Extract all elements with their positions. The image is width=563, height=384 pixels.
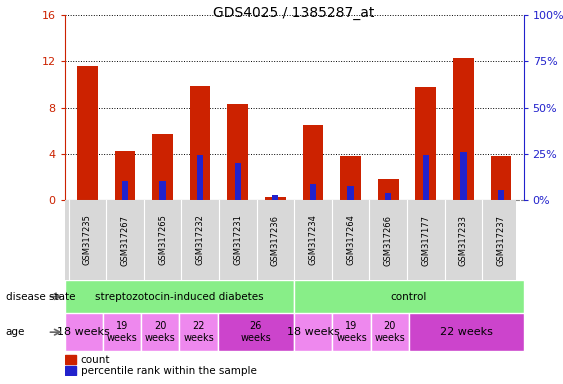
Bar xyxy=(423,156,429,200)
Bar xyxy=(294,313,332,351)
Text: GSM317235: GSM317235 xyxy=(83,215,92,265)
Bar xyxy=(190,86,211,200)
Bar xyxy=(235,163,241,200)
Text: GSM317233: GSM317233 xyxy=(459,215,468,265)
Bar xyxy=(340,156,361,200)
Bar xyxy=(332,313,370,351)
Bar xyxy=(115,151,135,200)
Text: count: count xyxy=(81,355,110,365)
Text: age: age xyxy=(6,327,25,337)
Text: GSM317264: GSM317264 xyxy=(346,215,355,265)
Bar xyxy=(227,104,248,200)
Bar xyxy=(152,134,173,200)
Bar xyxy=(461,152,467,200)
Bar xyxy=(385,193,391,200)
Text: disease state: disease state xyxy=(6,291,75,302)
Bar xyxy=(159,181,166,200)
Bar xyxy=(310,184,316,200)
Text: 20
weeks: 20 weeks xyxy=(145,321,176,343)
Text: GSM317267: GSM317267 xyxy=(120,215,129,265)
Bar xyxy=(370,313,409,351)
Text: 18 weeks: 18 weeks xyxy=(287,327,339,337)
Text: GSM317231: GSM317231 xyxy=(233,215,242,265)
Text: GSM317236: GSM317236 xyxy=(271,215,280,265)
Bar xyxy=(218,313,294,351)
Bar xyxy=(409,313,524,351)
Text: 19
weeks: 19 weeks xyxy=(336,321,367,343)
Text: GSM317266: GSM317266 xyxy=(384,215,393,265)
Text: 19
weeks: 19 weeks xyxy=(107,321,137,343)
Bar xyxy=(197,156,203,200)
Text: GSM317265: GSM317265 xyxy=(158,215,167,265)
Text: GSM317232: GSM317232 xyxy=(195,215,204,265)
Text: control: control xyxy=(391,291,427,302)
Text: 22
weeks: 22 weeks xyxy=(183,321,214,343)
Bar xyxy=(180,313,218,351)
Text: GSM317177: GSM317177 xyxy=(421,215,430,265)
Text: 18 weeks: 18 weeks xyxy=(57,327,110,337)
Bar xyxy=(265,197,285,200)
Text: GSM317237: GSM317237 xyxy=(497,215,506,265)
Bar xyxy=(272,195,279,200)
Text: GDS4025 / 1385287_at: GDS4025 / 1385287_at xyxy=(213,6,375,20)
Bar xyxy=(65,366,76,375)
Bar xyxy=(65,355,76,364)
Bar xyxy=(65,280,294,313)
Bar xyxy=(378,179,399,200)
Bar xyxy=(491,156,511,200)
Bar xyxy=(77,66,97,200)
Bar xyxy=(65,313,103,351)
Text: 20
weeks: 20 weeks xyxy=(374,321,405,343)
Bar xyxy=(122,181,128,200)
Text: GSM317234: GSM317234 xyxy=(309,215,318,265)
Bar xyxy=(498,190,504,200)
Text: 26
weeks: 26 weeks xyxy=(240,321,271,343)
Text: percentile rank within the sample: percentile rank within the sample xyxy=(81,366,256,376)
Bar xyxy=(103,313,141,351)
Text: streptozotocin-induced diabetes: streptozotocin-induced diabetes xyxy=(95,291,264,302)
Bar xyxy=(294,280,524,313)
Text: 22 weeks: 22 weeks xyxy=(440,327,493,337)
Bar xyxy=(453,58,473,200)
Bar xyxy=(141,313,180,351)
Bar xyxy=(415,87,436,200)
Bar xyxy=(303,125,323,200)
Bar xyxy=(347,186,354,200)
